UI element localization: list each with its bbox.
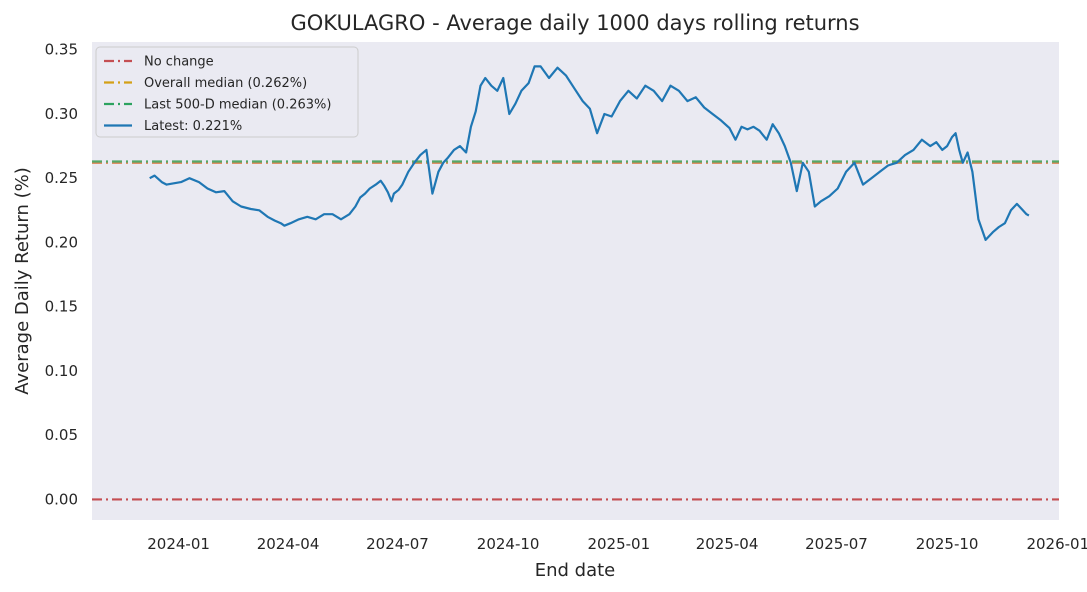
- legend-item-last500-median: Last 500-D median (0.263%): [144, 98, 331, 113]
- y-tick-label: 0.10: [45, 362, 78, 380]
- series-line-latest: [149, 65, 1030, 241]
- x-tick-label: 2025-04: [696, 535, 759, 553]
- y-tick-label: 0.15: [45, 298, 78, 316]
- x-tick-label: 2024-07: [366, 535, 429, 553]
- y-axis-label: Average Daily Return (%): [12, 167, 33, 395]
- x-tick-label: 2025-07: [805, 535, 868, 553]
- legend-box: [95, 46, 359, 138]
- y-tick-label: 0.25: [45, 169, 78, 187]
- legend-item-no-change: No change: [144, 55, 214, 70]
- x-tick-label: 2024-01: [147, 535, 210, 553]
- y-axis: 0.00 0.05 0.10 0.15 0.20 0.25 0.30 0.35: [45, 41, 78, 509]
- y-tick-label: 0.05: [45, 426, 78, 444]
- y-tick-label: 0.20: [45, 233, 78, 251]
- legend-item-overall-median: Overall median (0.262%): [144, 76, 307, 91]
- x-tick-label: 2026-01: [1026, 535, 1087, 553]
- x-tick-label: 2025-01: [587, 535, 650, 553]
- x-axis-label: End date: [535, 560, 616, 581]
- y-tick-label: 0.00: [45, 490, 78, 508]
- x-tick-label: 2024-04: [257, 535, 320, 553]
- x-tick-label: 2025-10: [916, 535, 979, 553]
- chart-title: GOKULAGRO - Average daily 1000 days roll…: [290, 11, 859, 35]
- y-tick-label: 0.30: [45, 105, 78, 123]
- legend-item-latest: Latest: 0.221%: [144, 119, 242, 134]
- legend: No change Overall median (0.262%) Last 500…: [95, 46, 359, 138]
- x-tick-label: 2024-10: [477, 535, 540, 553]
- y-tick-label: 0.35: [45, 41, 78, 59]
- x-axis: 2024-01 2024-04 2024-07 2024-10 2025-01 2025-…: [147, 535, 1087, 553]
